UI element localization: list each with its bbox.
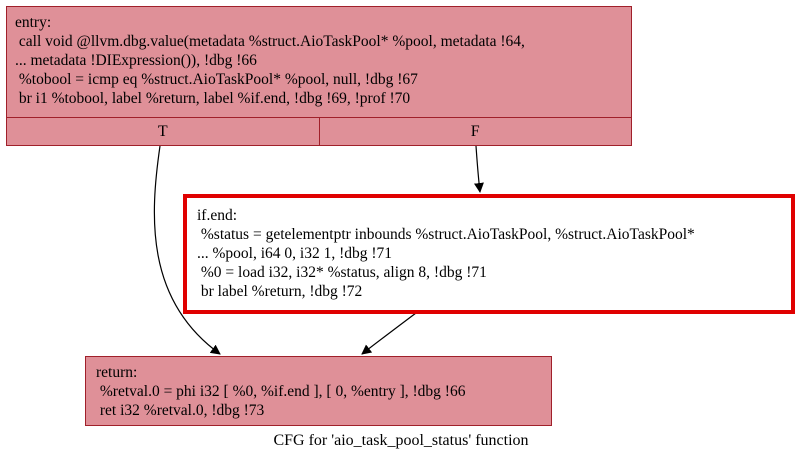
branch-ports: T F [7,118,631,146]
graph-caption: CFG for 'aio_task_pool_status' function [273,432,529,449]
node-entry[interactable]: entry: call void @llvm.dbg.value(metadat… [6,6,632,146]
port-false[interactable]: F [318,118,632,146]
code-line: ... metadata !DIExpression()), !dbg !66 [15,52,257,69]
edge-entry-false-to-ifend [473,145,484,193]
node-return-body: return: %retval.0 = phi i32 [ %0, %if.en… [86,357,551,424]
code-line: ret i32 %retval.0, !dbg !73 [96,402,265,419]
node-entry-body: entry: call void @llvm.dbg.value(metadat… [7,7,631,118]
node-if-end-body: if.end: %status = getelementptr inbounds… [187,198,791,305]
code-line: entry: [15,14,52,31]
edge-ifend-to-return [361,309,421,355]
code-line: %retval.0 = phi i32 [ %0, %if.end ], [ 0… [96,383,466,400]
node-if-end[interactable]: if.end: %status = getelementptr inbounds… [183,194,795,314]
port-true[interactable]: T [157,123,168,140]
code-line: br label %return, !dbg !72 [197,283,363,300]
code-line: call void @llvm.dbg.value(metadata %stru… [15,33,525,50]
code-line: %tobool = icmp eq %struct.AioTaskPool* %… [15,71,418,88]
code-line: return: [96,364,138,381]
code-line: %status = getelementptr inbounds %struct… [197,226,695,243]
node-return[interactable]: return: %retval.0 = phi i32 [ %0, %if.en… [85,356,552,426]
edge-entry-true-to-return [153,145,221,355]
code-line: ... %pool, i64 0, i32 1, !dbg !71 [197,245,393,262]
code-line: %0 = load i32, i32* %status, align 8, !d… [197,264,487,281]
code-line: if.end: [197,207,238,224]
code-line: br i1 %tobool, label %return, label %if.… [15,90,411,107]
